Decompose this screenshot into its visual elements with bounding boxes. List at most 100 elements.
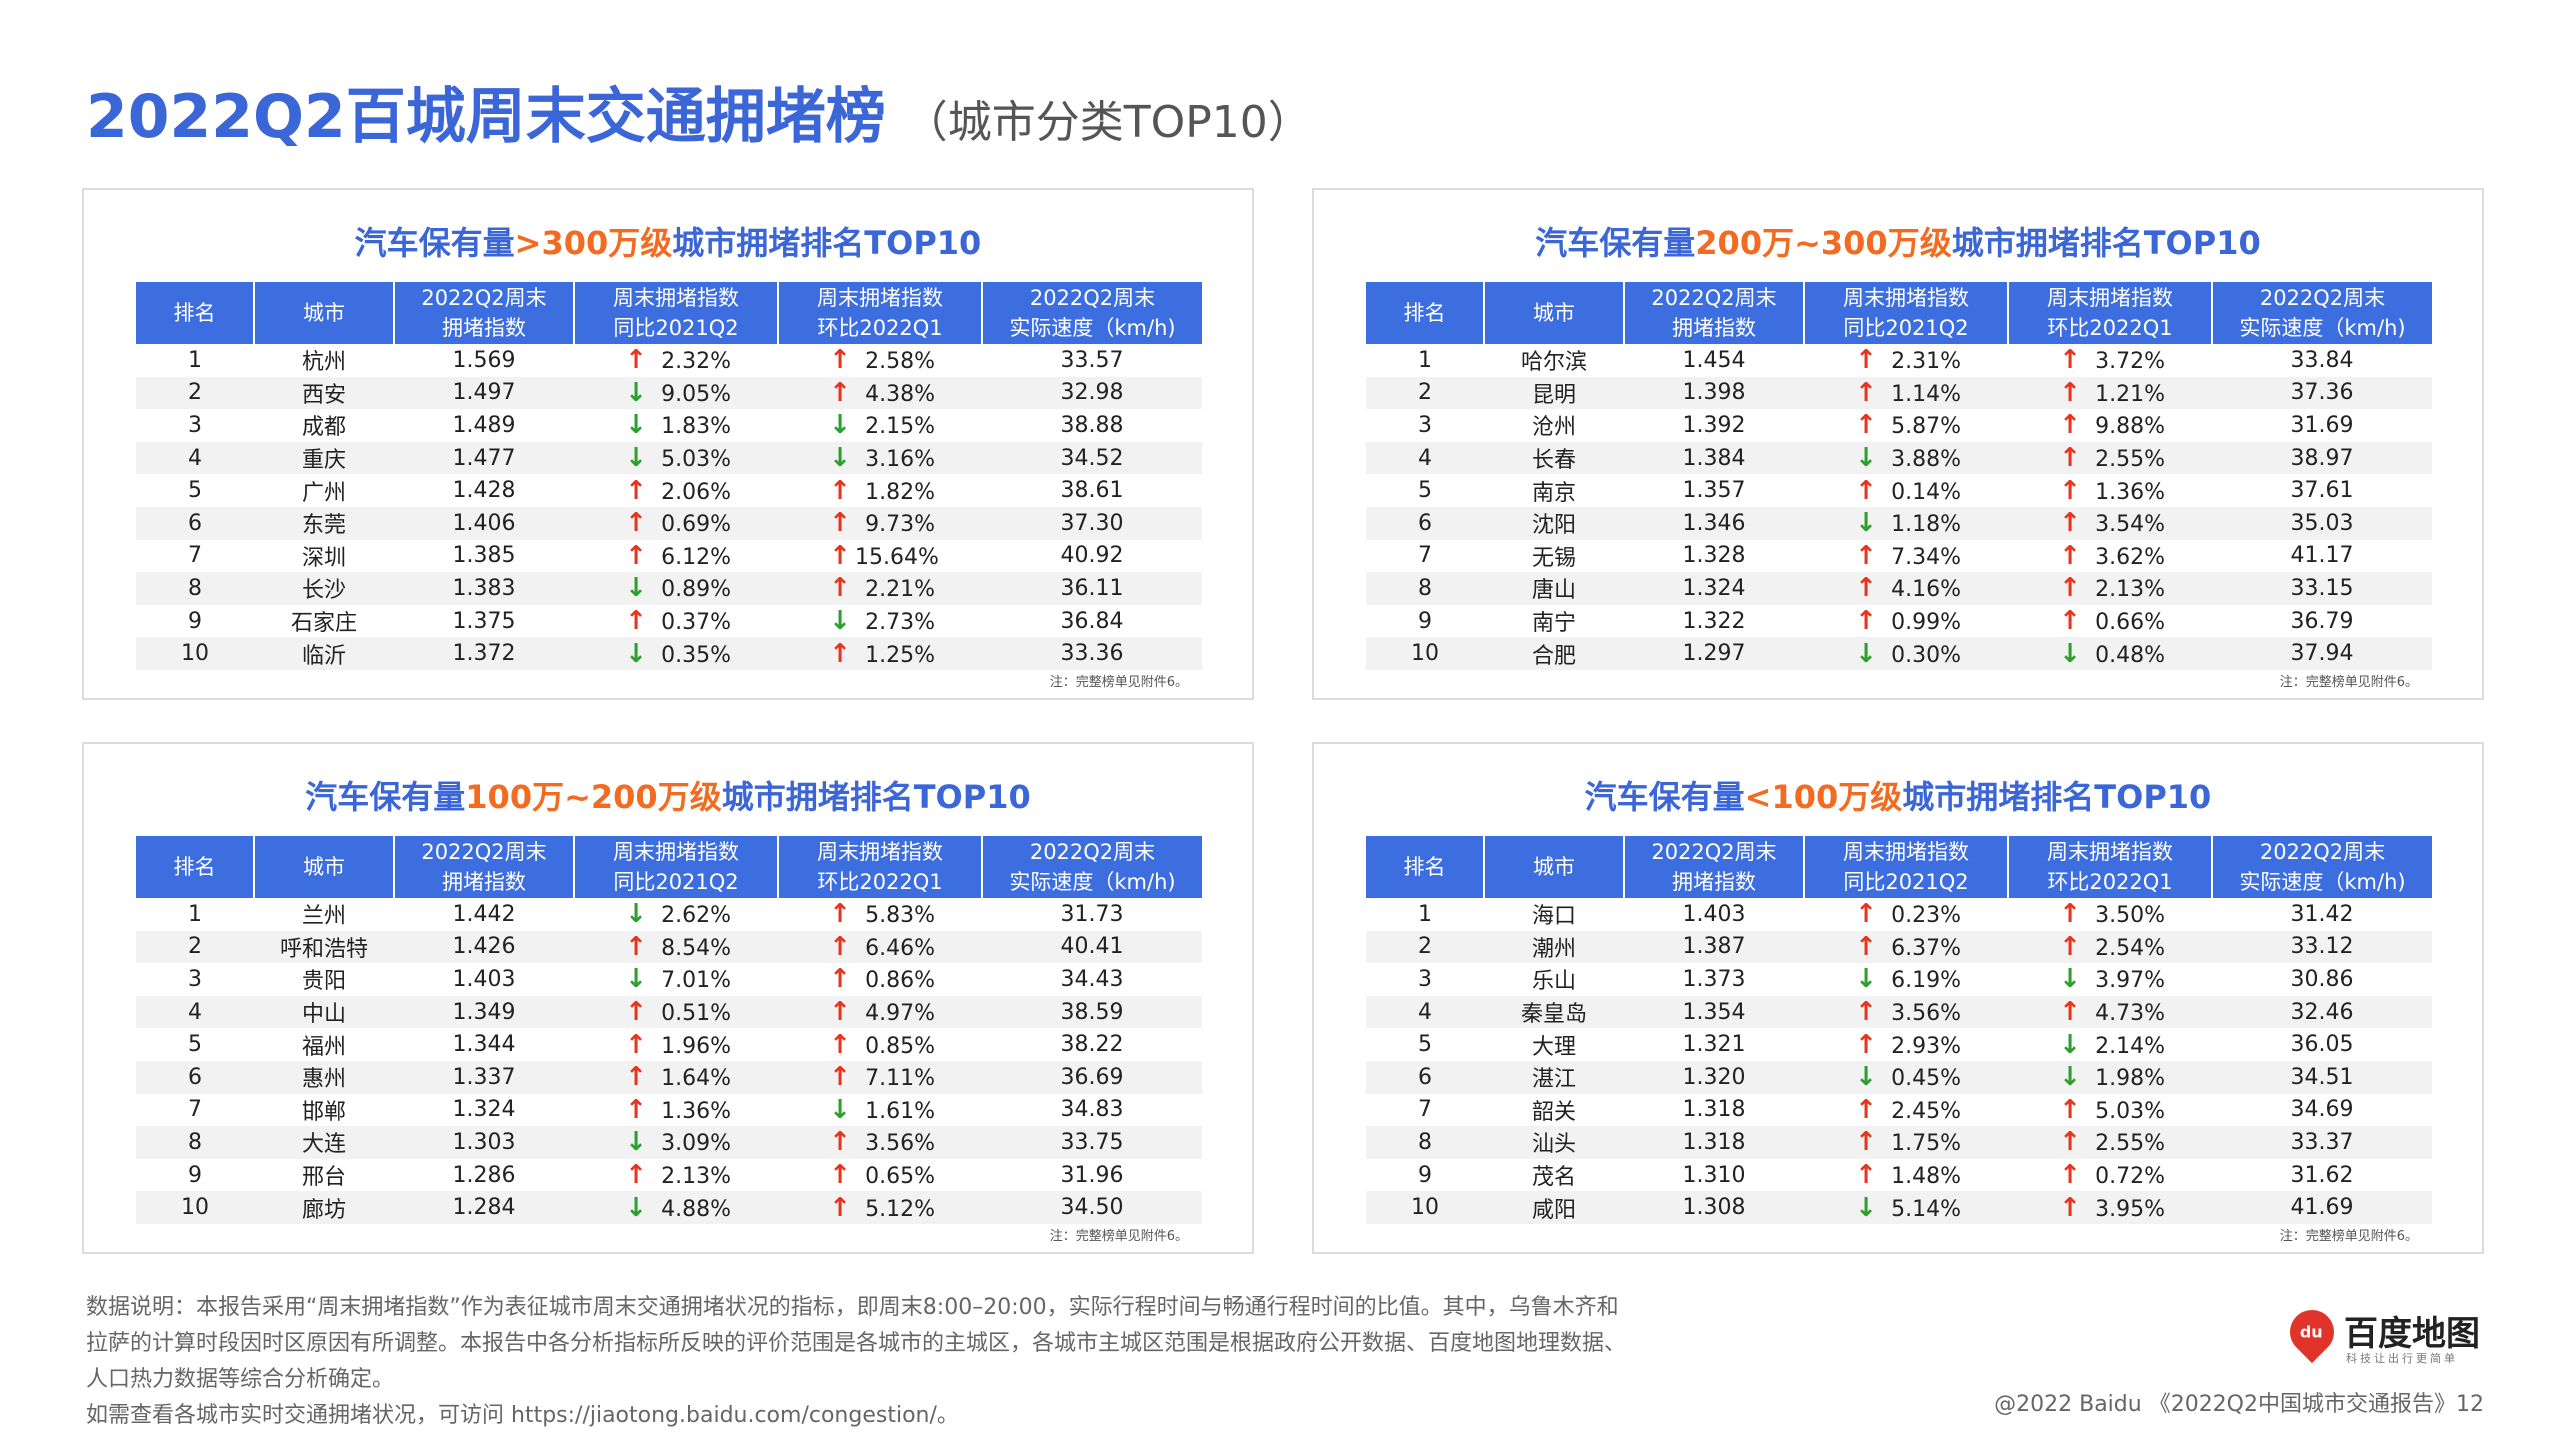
speed-cell: 38.59 bbox=[982, 995, 1202, 1029]
yoy-cell: ↓ 9.05% bbox=[574, 376, 778, 410]
qoq-value: 3.72% bbox=[2095, 349, 2165, 375]
yoy-cell: ↑ 6.37% bbox=[1804, 930, 2008, 964]
arrow-up-icon: ↑ bbox=[625, 997, 647, 1028]
yoy-cell: ↓ 5.14% bbox=[1804, 1191, 2008, 1224]
speed-cell: 37.61 bbox=[2290, 478, 2354, 504]
table-row: 5 福州 1.344 ↑ 1.96% ↑ 0.85% 38.22 bbox=[136, 1028, 1202, 1061]
yoy-value: 4.88% bbox=[661, 1196, 731, 1222]
speed-cell: 41.17 bbox=[2290, 543, 2354, 569]
qoq-value: 9.88% bbox=[2095, 414, 2165, 440]
speed-cell: 33.75 bbox=[982, 1126, 1202, 1159]
qoq-cell: ↑ 6.46% bbox=[778, 930, 982, 964]
index-cell: 1.387 bbox=[1624, 930, 1804, 964]
table-note: 注：完整榜单见附件6。 bbox=[1049, 1229, 1188, 1244]
qoq-value: 7.11% bbox=[865, 1066, 935, 1092]
yoy-value: 4.16% bbox=[1891, 577, 1961, 603]
qoq-cell: ↑ 15.64% bbox=[778, 540, 982, 573]
qoq-value: 15.64% bbox=[855, 544, 939, 570]
map-pin-icon: du bbox=[2280, 1300, 2344, 1364]
city-cell: 乐山 bbox=[1531, 969, 1576, 995]
yoy-cell: ↑ 2.06% bbox=[574, 474, 778, 507]
speed-cell: 33.57 bbox=[1060, 347, 1124, 373]
index-cell: 1.398 bbox=[1624, 376, 1804, 410]
qoq-cell: ↓ 2.15% bbox=[778, 409, 982, 442]
speed-cell: 31.73 bbox=[1060, 901, 1124, 927]
table-row: 6 东莞 1.406 ↑ 0.69% ↑ 9.73% 37.30 bbox=[136, 506, 1202, 540]
index-cell: 1.403 bbox=[452, 966, 516, 992]
header-rank: 排名 bbox=[1366, 282, 1485, 344]
table-row: 7 无锡 1.328 ↑ 7.34% ↑ 3.62% 41.17 bbox=[1366, 540, 2432, 573]
arrow-up-icon: ↑ bbox=[2059, 573, 2081, 604]
index-cell: 1.357 bbox=[1682, 478, 1746, 504]
qoq-cell: ↑ 2.55% bbox=[2008, 1126, 2212, 1159]
city-cell: 沈阳 bbox=[1484, 506, 1624, 540]
rank-cell: 3 bbox=[1418, 966, 1432, 992]
index-cell: 1.454 bbox=[1682, 347, 1746, 373]
qoq-value: 5.83% bbox=[865, 903, 935, 929]
table-row: 2 呼和浩特 1.426 ↑ 8.54% ↑ 6.46% 40.41 bbox=[136, 930, 1202, 964]
qoq-value: 2.14% bbox=[2095, 1033, 2165, 1059]
qoq-cell: ↑ 4.73% bbox=[2008, 995, 2212, 1029]
yoy-value: 5.14% bbox=[1891, 1196, 1961, 1222]
table-row: 7 邯郸 1.324 ↑ 1.36% ↓ 1.61% 34.83 bbox=[136, 1094, 1202, 1127]
qoq-value: 0.48% bbox=[2095, 642, 2165, 668]
yoy-cell: ↑ 5.87% bbox=[1804, 409, 2008, 442]
city-cell: 邯郸 bbox=[301, 1099, 346, 1125]
table-row: 1 哈尔滨 1.454 ↑ 2.31% ↑ 3.72% 33.84 bbox=[1366, 344, 2432, 377]
qoq-value: 2.13% bbox=[2095, 577, 2165, 603]
header-index: 2022Q2周末 拥堵指数 bbox=[394, 836, 575, 898]
yoy-value: 0.35% bbox=[661, 642, 731, 668]
yoy-value: 0.99% bbox=[1891, 610, 1961, 636]
rank-cell: 6 bbox=[1366, 1060, 1484, 1094]
speed-cell: 32.98 bbox=[982, 376, 1202, 410]
yoy-cell: ↓ 3.88% bbox=[1804, 441, 2008, 475]
qoq-cell: ↑ 0.66% bbox=[2008, 605, 2212, 638]
yoy-value: 0.14% bbox=[1891, 479, 1961, 505]
table-row: 8 汕头 1.318 ↑ 1.75% ↑ 2.55% 33.37 bbox=[1366, 1126, 2432, 1159]
arrow-up-icon: ↑ bbox=[1855, 377, 1877, 408]
table-row: 10 咸阳 1.308 ↓ 5.14% ↑ 3.95% 41.69 bbox=[1366, 1191, 2432, 1224]
city-cell: 大连 bbox=[254, 1126, 394, 1159]
qoq-cell: ↑ 3.62% bbox=[2008, 540, 2212, 573]
city-cell: 南宁 bbox=[1531, 611, 1576, 637]
yoy-cell: ↓ 6.19% bbox=[1804, 963, 2008, 996]
rank-cell: 6 bbox=[136, 506, 254, 540]
qoq-value: 2.21% bbox=[865, 577, 935, 603]
yoy-cell: ↑ 2.32% bbox=[574, 344, 778, 377]
rank-cell: 3 bbox=[188, 966, 202, 992]
speed-cell: 40.92 bbox=[1060, 543, 1124, 569]
qoq-cell: ↓ 3.16% bbox=[778, 441, 982, 475]
index-cell: 1.328 bbox=[1682, 543, 1746, 569]
index-cell: 1.318 bbox=[1624, 1126, 1804, 1159]
arrow-down-icon: ↓ bbox=[625, 899, 647, 930]
city-cell: 合肥 bbox=[1484, 637, 1624, 670]
yoy-cell: ↓ 7.01% bbox=[574, 963, 778, 996]
qoq-value: 0.66% bbox=[2095, 610, 2165, 636]
qoq-value: 2.55% bbox=[2095, 1131, 2165, 1157]
qoq-value: 1.98% bbox=[2095, 1066, 2165, 1092]
speed-cell: 31.96 bbox=[1060, 1162, 1124, 1188]
header-yoy: 周末拥堵指数 同比2021Q2 bbox=[1804, 282, 2009, 344]
table-row: 4 长春 1.384 ↓ 3.88% ↑ 2.55% 38.97 bbox=[1366, 441, 2432, 475]
arrow-up-icon: ↑ bbox=[625, 606, 647, 637]
yoy-value: 7.34% bbox=[1891, 544, 1961, 570]
city-cell: 长沙 bbox=[254, 572, 394, 605]
yoy-value: 6.12% bbox=[661, 544, 731, 570]
panel-1m-2m: 汽车保有量100万~200万级城市拥堵排名TOP10 排名 城市 2022Q2周… bbox=[82, 742, 1254, 1254]
qoq-cell: ↑ 4.38% bbox=[778, 376, 982, 410]
yoy-cell: ↑ 1.96% bbox=[574, 1028, 778, 1061]
rank-cell: 5 bbox=[1418, 478, 1432, 504]
panel-title: 汽车保有量<100万级城市拥堵排名TOP10 bbox=[1584, 778, 2212, 816]
speed-cell: 33.15 bbox=[2212, 572, 2432, 605]
ranking-table: 排名 城市 2022Q2周末 拥堵指数 周末拥堵指数 同比2021Q2 周末拥堵指数… bbox=[136, 836, 1202, 1224]
yoy-cell: ↓ 2.62% bbox=[574, 898, 778, 931]
arrow-up-icon: ↑ bbox=[625, 508, 647, 539]
qoq-value: 1.36% bbox=[2095, 479, 2165, 505]
speed-cell: 37.36 bbox=[2212, 376, 2432, 410]
table-row: 6 湛江 1.320 ↓ 0.45% ↓ 1.98% 34.51 bbox=[1366, 1060, 2432, 1094]
header-city: 城市 bbox=[254, 282, 395, 344]
rank-cell: 2 bbox=[1366, 930, 1484, 964]
qoq-value: 4.38% bbox=[865, 381, 935, 407]
panel-title-highlight: >300万级 bbox=[514, 224, 673, 262]
city-cell: 唐山 bbox=[1484, 572, 1624, 605]
